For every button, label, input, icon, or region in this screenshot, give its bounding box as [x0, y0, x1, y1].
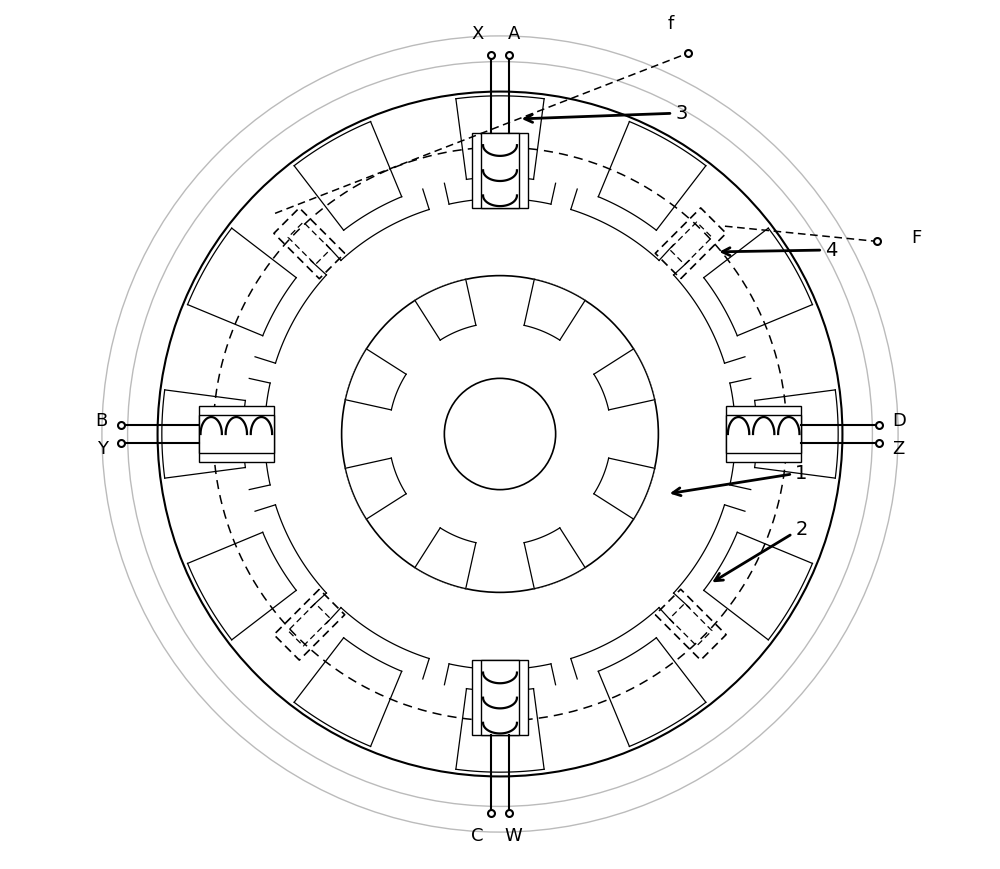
Polygon shape — [188, 533, 296, 640]
Polygon shape — [456, 96, 544, 180]
Bar — [472, 660, 528, 735]
Polygon shape — [294, 638, 402, 746]
Polygon shape — [162, 390, 245, 479]
Polygon shape — [345, 349, 406, 410]
Bar — [199, 415, 274, 454]
Polygon shape — [674, 262, 745, 364]
Polygon shape — [704, 533, 812, 640]
Text: 1: 1 — [673, 463, 808, 496]
Polygon shape — [326, 608, 429, 680]
Bar — [726, 407, 801, 462]
Polygon shape — [571, 608, 674, 680]
Polygon shape — [704, 229, 812, 336]
Bar — [481, 134, 519, 209]
Text: F: F — [911, 229, 921, 247]
Text: Y: Y — [97, 439, 108, 457]
Polygon shape — [674, 505, 745, 607]
Polygon shape — [598, 123, 706, 231]
Polygon shape — [294, 123, 402, 231]
Polygon shape — [255, 262, 326, 364]
Text: f: f — [668, 15, 674, 33]
Bar — [472, 134, 528, 209]
Polygon shape — [755, 390, 838, 479]
Polygon shape — [415, 280, 476, 341]
Polygon shape — [444, 664, 556, 691]
Text: A: A — [508, 25, 520, 43]
Text: W: W — [505, 826, 523, 844]
Polygon shape — [594, 459, 655, 520]
Polygon shape — [594, 349, 655, 410]
Polygon shape — [326, 189, 429, 261]
Polygon shape — [255, 505, 326, 607]
Bar — [726, 415, 801, 454]
Polygon shape — [524, 528, 585, 589]
Text: 2: 2 — [715, 519, 808, 581]
Polygon shape — [188, 229, 296, 336]
Text: B: B — [96, 412, 108, 430]
Polygon shape — [598, 638, 706, 746]
Polygon shape — [415, 528, 476, 589]
Text: 3: 3 — [525, 104, 688, 123]
Polygon shape — [243, 379, 270, 490]
Text: Z: Z — [892, 439, 904, 457]
Text: C: C — [471, 826, 484, 844]
Text: X: X — [472, 25, 484, 43]
Bar — [199, 407, 274, 462]
Polygon shape — [524, 280, 585, 341]
Polygon shape — [345, 459, 406, 520]
Bar — [481, 660, 519, 735]
Text: D: D — [892, 412, 906, 430]
Polygon shape — [730, 379, 757, 490]
Polygon shape — [456, 689, 544, 773]
Polygon shape — [444, 178, 556, 205]
Polygon shape — [571, 189, 674, 261]
Text: 4: 4 — [722, 242, 838, 260]
